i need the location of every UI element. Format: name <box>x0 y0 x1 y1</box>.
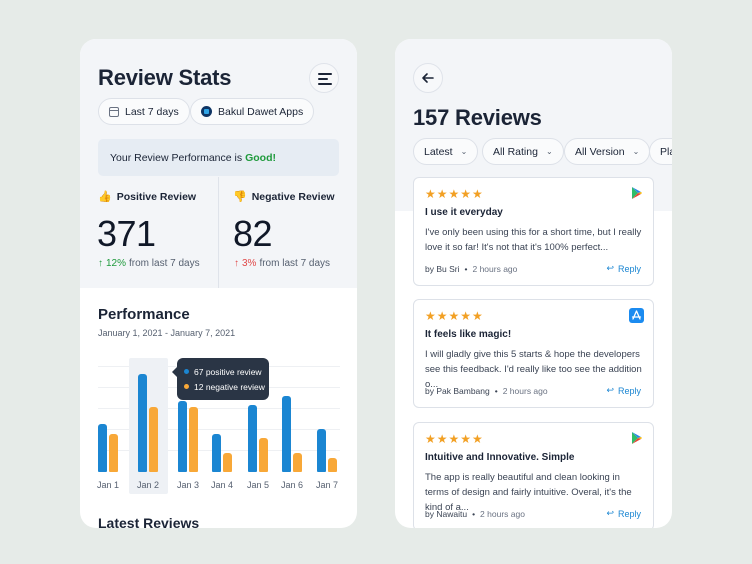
review-time: 2 hours ago <box>472 264 518 274</box>
performance-title: Performance <box>98 306 190 323</box>
review-card[interactable]: ★★★★★ It feels like magic! I will gladly… <box>413 299 654 408</box>
x-axis-tick-label: Jan 4 <box>210 480 234 490</box>
reviews-list-card: 157 Reviews Latest ⌄ All Rating ⌄ All Vers… <box>395 39 672 528</box>
google-play-icon <box>632 187 642 199</box>
date-range-label: Last 7 days <box>125 105 179 118</box>
review-title: I use it everyday <box>425 207 503 218</box>
review-card[interactable]: ★★★★★ Intuitive and Innovative. Simple T… <box>413 422 654 528</box>
review-author: by Pak Bambang <box>425 386 490 396</box>
positive-bar[interactable] <box>98 424 107 472</box>
arrow-left-icon <box>422 73 434 83</box>
negative-dot-icon <box>184 384 189 389</box>
reply-icon: ↩ <box>606 385 614 395</box>
x-axis-tick-label: Jan 6 <box>280 480 304 490</box>
review-body: I've only been using this for a short ti… <box>425 227 642 253</box>
reply-button[interactable]: ↩ Reply <box>606 263 641 274</box>
calendar-icon <box>109 106 119 117</box>
positive-review-count: 371 <box>97 213 156 254</box>
tooltip-negative: 12 negative review <box>194 381 265 392</box>
reply-icon: ↩ <box>606 263 614 273</box>
date-range-chip[interactable]: Last 7 days <box>98 98 190 125</box>
reply-button[interactable]: ↩ Reply <box>606 385 641 396</box>
review-time: 2 hours ago <box>502 386 548 396</box>
review-author: by Nawaitu <box>425 509 468 519</box>
positive-bar[interactable] <box>138 374 147 472</box>
positive-bar[interactable] <box>282 396 291 472</box>
review-author: by Bu Sri <box>425 264 460 274</box>
negative-bar[interactable] <box>259 438 268 472</box>
negative-bar[interactable] <box>189 407 198 472</box>
negative-bar[interactable] <box>109 434 118 472</box>
negative-review-label: 👎 Negative Review <box>233 190 335 203</box>
x-axis-tick-label: Jan 3 <box>176 480 200 490</box>
review-meta: by Pak Bambang • 2 hours ago <box>425 386 548 396</box>
positive-bar[interactable] <box>317 429 326 472</box>
x-axis-tick-label: Jan 1 <box>96 480 120 490</box>
rating-stars: ★★★★★ <box>425 187 484 201</box>
selected-day-highlight <box>129 358 168 494</box>
negative-bar[interactable] <box>293 453 302 472</box>
rating-stars: ★★★★★ <box>425 309 484 323</box>
negative-bar[interactable] <box>149 407 158 472</box>
reviews-count-title: 157 Reviews <box>413 105 542 130</box>
review-card[interactable]: ★★★★★ I use it everyday I've only been u… <box>413 177 654 286</box>
latest-reviews-heading: Latest Reviews <box>98 515 200 528</box>
app-selector-chip[interactable]: Bakul Dawet Apps <box>190 98 315 125</box>
positive-bar[interactable] <box>212 434 221 472</box>
rating-stars: ★★★★★ <box>425 432 484 446</box>
x-axis-tick-label: Jan 5 <box>246 480 270 490</box>
positive-bar[interactable] <box>178 401 187 472</box>
x-axis-tick-label: Jan 2 <box>136 480 160 490</box>
positive-review-change: ↑ 12% from last 7 days <box>98 258 200 269</box>
back-button[interactable] <box>413 63 443 93</box>
positive-bar[interactable] <box>248 405 257 472</box>
reply-icon: ↩ <box>606 508 614 518</box>
negative-bar[interactable] <box>328 458 337 472</box>
performance-date-range: January 1, 2021 - January 7, 2021 <box>98 328 236 338</box>
thumbs-down-icon: 👎 <box>233 190 247 203</box>
sort-filter[interactable]: Latest ⌄ <box>413 138 479 165</box>
negative-bar[interactable] <box>223 453 232 472</box>
banner-status: Good! <box>245 151 276 164</box>
tooltip-positive: 67 positive review <box>194 366 262 377</box>
chart-tooltip: 67 positive review 12 negative review <box>172 358 269 400</box>
positive-review-label: 👍 Positive Review <box>98 190 197 203</box>
review-meta: by Bu Sri • 2 hours ago <box>425 264 518 274</box>
app-logo-icon <box>201 106 212 117</box>
stat-divider <box>218 177 219 288</box>
chevron-down-icon: ⌄ <box>460 147 468 156</box>
menu-icon <box>318 73 332 75</box>
google-play-icon <box>632 432 642 444</box>
thumbs-up-icon: 👍 <box>98 190 112 203</box>
app-name-label: Bakul Dawet Apps <box>218 105 304 118</box>
chevron-down-icon: ⌄ <box>632 147 640 156</box>
chevron-down-icon: ⌄ <box>545 147 553 156</box>
review-meta: by Nawaitu • 2 hours ago <box>425 509 525 519</box>
banner-text: Your Review Performance is <box>110 151 243 164</box>
negative-review-count: 82 <box>233 213 273 254</box>
arrow-down-icon: ↑ <box>234 258 239 269</box>
review-stats-card: Review Stats Last 7 days Bakul Dawet App… <box>80 39 357 528</box>
negative-review-change: ↑ 3% from last 7 days <box>234 258 331 269</box>
review-time: 2 hours ago <box>480 509 525 519</box>
page-title: Review Stats <box>98 65 232 90</box>
menu-button[interactable] <box>309 63 339 93</box>
x-axis-tick-label: Jan 7 <box>315 480 339 490</box>
review-body: The app is really beautiful and clean lo… <box>425 472 632 513</box>
platform-filter[interactable]: Pla <box>649 138 672 165</box>
version-filter[interactable]: All Version ⌄ <box>564 138 651 165</box>
reply-button[interactable]: ↩ Reply <box>606 508 641 519</box>
review-title: Intuitive and Innovative. Simple <box>425 452 575 463</box>
review-title: It feels like magic! <box>425 329 512 340</box>
performance-banner: Your Review Performance is Good! <box>98 139 339 176</box>
positive-dot-icon <box>184 369 189 374</box>
arrow-up-icon: ↑ <box>98 258 103 269</box>
review-body: I will gladly give this 5 starts & hope … <box>425 349 642 390</box>
app-store-icon <box>629 308 644 323</box>
rating-filter[interactable]: All Rating ⌄ <box>482 138 564 165</box>
